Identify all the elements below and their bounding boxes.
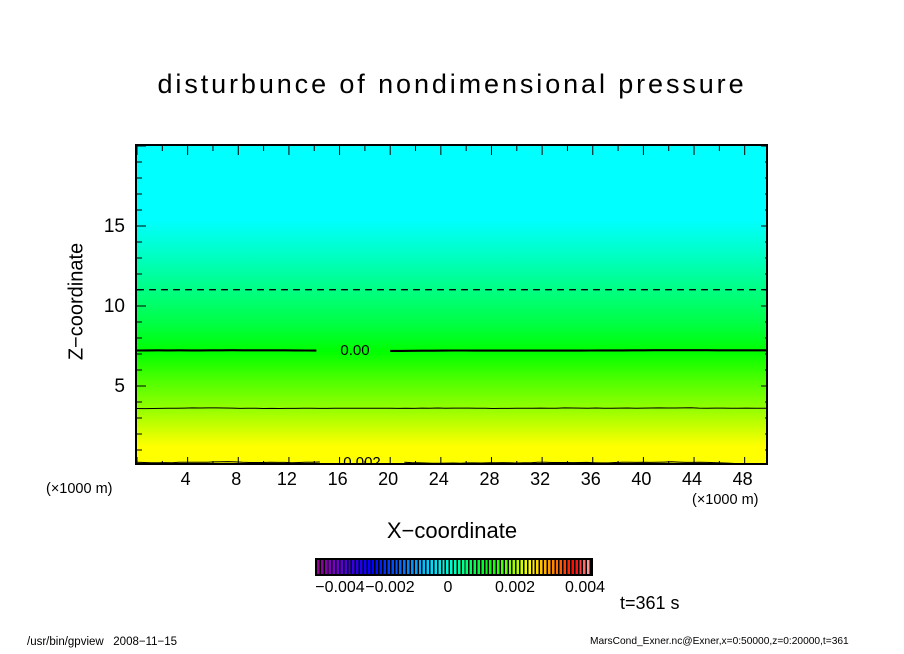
svg-text:0.002: 0.002 bbox=[343, 454, 381, 465]
svg-text:0.00: 0.00 bbox=[340, 342, 369, 359]
